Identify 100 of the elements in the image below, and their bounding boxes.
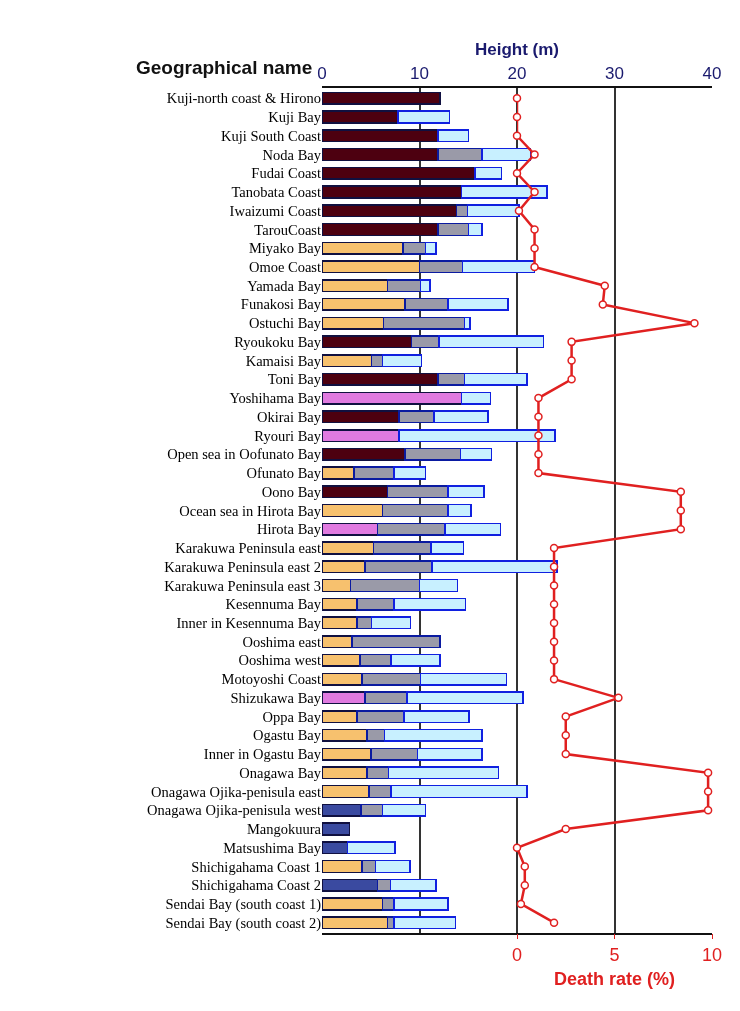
point — [703, 787, 713, 796]
bar — [322, 803, 362, 817]
point — [676, 487, 686, 497]
point — [534, 468, 543, 478]
y-tick-label: Kuji Bay — [268, 109, 322, 126]
bar — [322, 541, 375, 555]
bar — [431, 560, 558, 574]
point — [567, 356, 576, 365]
bar — [447, 485, 485, 499]
y-tick-label: Inner in Kesennuma Bay — [176, 614, 322, 631]
y-tick-label: Ryoukoku Bay — [234, 333, 322, 350]
bar — [386, 485, 449, 499]
y-tick-label: Onagawa Ojika-penisula west — [147, 802, 321, 819]
point — [549, 562, 559, 571]
bar — [322, 372, 439, 386]
bar — [406, 691, 524, 705]
bar — [322, 185, 463, 199]
y-tick-label: Ooshima west — [238, 652, 321, 669]
bar — [418, 578, 459, 592]
bar — [437, 372, 466, 386]
y-tick-label: Ryouri Bay — [254, 427, 322, 444]
bar — [393, 466, 427, 480]
bar — [430, 541, 465, 555]
point — [567, 337, 576, 347]
point — [512, 131, 522, 141]
y-tick-label: Karakuwa Peninsula east 2 — [164, 558, 321, 575]
bar — [459, 447, 493, 461]
bar — [467, 222, 483, 237]
y-tick-label: Oppa Bay — [262, 708, 322, 725]
x-tick-label: 0 — [317, 64, 327, 84]
point — [561, 712, 570, 721]
bar — [366, 766, 390, 780]
bar — [322, 110, 399, 124]
y-tick-label: Ofunato Bay — [246, 465, 322, 482]
bar — [437, 222, 469, 237]
bar — [387, 766, 500, 780]
y-tick-label: Shichigahama Coast 2 — [191, 877, 321, 894]
y-tick-label: Miyako Bay — [248, 240, 322, 257]
point — [614, 693, 623, 703]
y-tick-label: Ooshima east — [242, 633, 321, 650]
bar — [322, 747, 372, 761]
bar — [322, 147, 439, 162]
y-tick-label: Onagawa Bay — [239, 764, 322, 781]
bar — [463, 316, 471, 330]
point — [549, 656, 559, 665]
x-tick-label: 20 — [507, 64, 527, 84]
point — [561, 749, 570, 759]
y-tick-label: Kesennuma Bay — [225, 596, 322, 613]
bar — [322, 222, 439, 237]
bar — [463, 372, 528, 386]
y-tick-label: Yoshihama Bay — [229, 390, 322, 407]
y-tick-label: Karakuwa Peninsula east — [175, 540, 321, 557]
bar — [322, 766, 368, 780]
point — [520, 880, 530, 890]
y-tick-label: Karakuwa Peninsula east 3 — [164, 577, 321, 594]
point — [676, 506, 686, 515]
point — [549, 599, 559, 609]
bar — [322, 429, 400, 443]
bar — [447, 297, 509, 311]
bar — [437, 147, 483, 162]
bar — [322, 841, 349, 855]
y-tick-label: Open sea in Oofunato Bay — [167, 446, 322, 463]
y-tick-label: Omoe Coast — [248, 259, 321, 276]
bar — [322, 897, 384, 911]
bar — [460, 185, 548, 199]
bar — [389, 878, 437, 892]
point — [561, 824, 570, 834]
point — [520, 862, 530, 871]
bar — [481, 147, 532, 162]
point — [534, 431, 543, 440]
point — [703, 768, 713, 778]
y-tick-label: Fudai Coast — [251, 165, 321, 182]
bar — [460, 391, 492, 405]
bar — [398, 410, 435, 424]
bar — [361, 672, 422, 686]
bar — [438, 335, 545, 349]
y-tick-label: Shichigahama Coast 1 — [191, 858, 321, 875]
bar — [322, 447, 406, 461]
point — [549, 543, 559, 553]
bar — [322, 728, 368, 742]
bar — [359, 653, 392, 667]
bar — [393, 916, 457, 930]
y-tick-label: Mangokuura — [246, 821, 322, 838]
y-tick-label: Toni Bay — [267, 371, 322, 388]
point — [512, 112, 522, 122]
y-tick-label: Iwaizumi Coast — [229, 202, 321, 219]
bar — [370, 616, 412, 630]
bar — [322, 91, 441, 105]
bar — [322, 878, 379, 892]
bar — [322, 260, 421, 274]
point — [549, 918, 559, 927]
y-tick-label: Kamaisi Bay — [245, 352, 322, 369]
y-tick-label: Onagawa Ojika-penisula east — [151, 783, 321, 800]
bar — [419, 672, 508, 686]
y-tick-label: Ostuchi Bay — [248, 315, 322, 332]
bar — [351, 635, 441, 649]
bar — [461, 260, 536, 274]
bar — [360, 803, 384, 817]
bar — [370, 354, 384, 368]
bar — [353, 466, 395, 480]
